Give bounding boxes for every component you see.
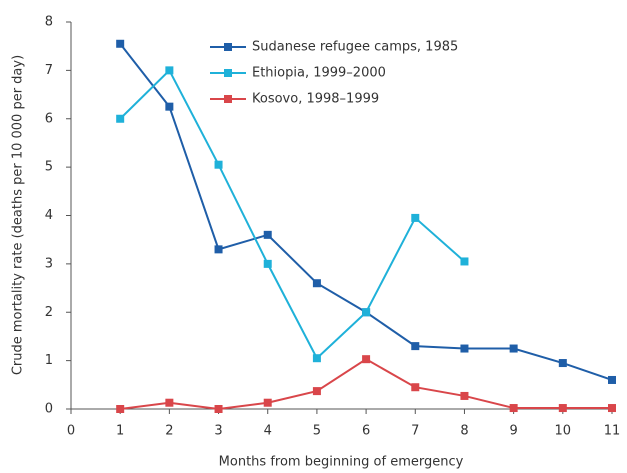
y-tick-label: 7 [45, 63, 53, 78]
legend-label: Ethiopia, 1999–2000 [252, 66, 386, 81]
marker [411, 383, 420, 392]
legend-marker [224, 95, 232, 103]
legend-label: Kosovo, 1998–1999 [252, 92, 379, 107]
y-tick-label: 6 [45, 111, 53, 126]
x-tick-label: 1 [116, 424, 124, 439]
marker [165, 398, 174, 407]
y-tick-label: 0 [45, 402, 53, 417]
series-line [120, 358, 612, 411]
marker [460, 391, 469, 400]
x-axis-label: Months from beginning of emergency [219, 455, 464, 470]
marker [263, 398, 272, 407]
marker [362, 355, 371, 364]
x-tick-label: 9 [509, 424, 517, 439]
marker [165, 102, 174, 111]
marker [263, 230, 272, 239]
marker [165, 66, 174, 75]
x-tick-label: 4 [264, 424, 272, 439]
marker [509, 344, 518, 353]
x-tick-label: 0 [67, 424, 75, 439]
x-tick-label: 3 [214, 424, 222, 439]
x-tick-label: 5 [313, 424, 321, 439]
marker [608, 404, 616, 413]
y-tick-label: 4 [45, 208, 53, 223]
legend-label: Sudanese refugee camps, 1985 [252, 40, 458, 55]
marker [116, 405, 125, 413]
marker [116, 114, 125, 123]
x-tick-label: 6 [362, 424, 370, 439]
marker [411, 213, 420, 222]
legend-marker [224, 69, 232, 77]
x-tick-label: 8 [460, 424, 468, 439]
marker [312, 387, 321, 396]
y-tick-label: 1 [45, 353, 53, 368]
marker [263, 259, 272, 268]
series-line [119, 68, 466, 360]
marker [411, 342, 420, 351]
y-axis-label: Crude mortality rate (deaths per 10 000 … [11, 55, 26, 375]
marker [362, 308, 371, 317]
marker [214, 160, 223, 169]
marker [460, 344, 469, 353]
x-tick-label: 11 [604, 424, 621, 439]
marker [558, 359, 567, 368]
marker [608, 375, 616, 384]
marker [214, 405, 223, 413]
y-tick-label: 8 [45, 15, 53, 30]
marker [460, 257, 469, 266]
y-tick-label: 5 [45, 160, 53, 175]
marker [509, 404, 518, 413]
x-tick-label: 10 [555, 424, 572, 439]
marker [558, 404, 567, 413]
marker [312, 354, 321, 363]
marker [312, 279, 321, 288]
marker [214, 245, 223, 254]
y-tick-label: 2 [45, 305, 53, 320]
legend-marker [224, 43, 232, 51]
x-tick-label: 7 [411, 424, 419, 439]
x-tick-label: 2 [165, 424, 173, 439]
marker [116, 39, 125, 48]
y-tick-label: 3 [45, 256, 53, 271]
